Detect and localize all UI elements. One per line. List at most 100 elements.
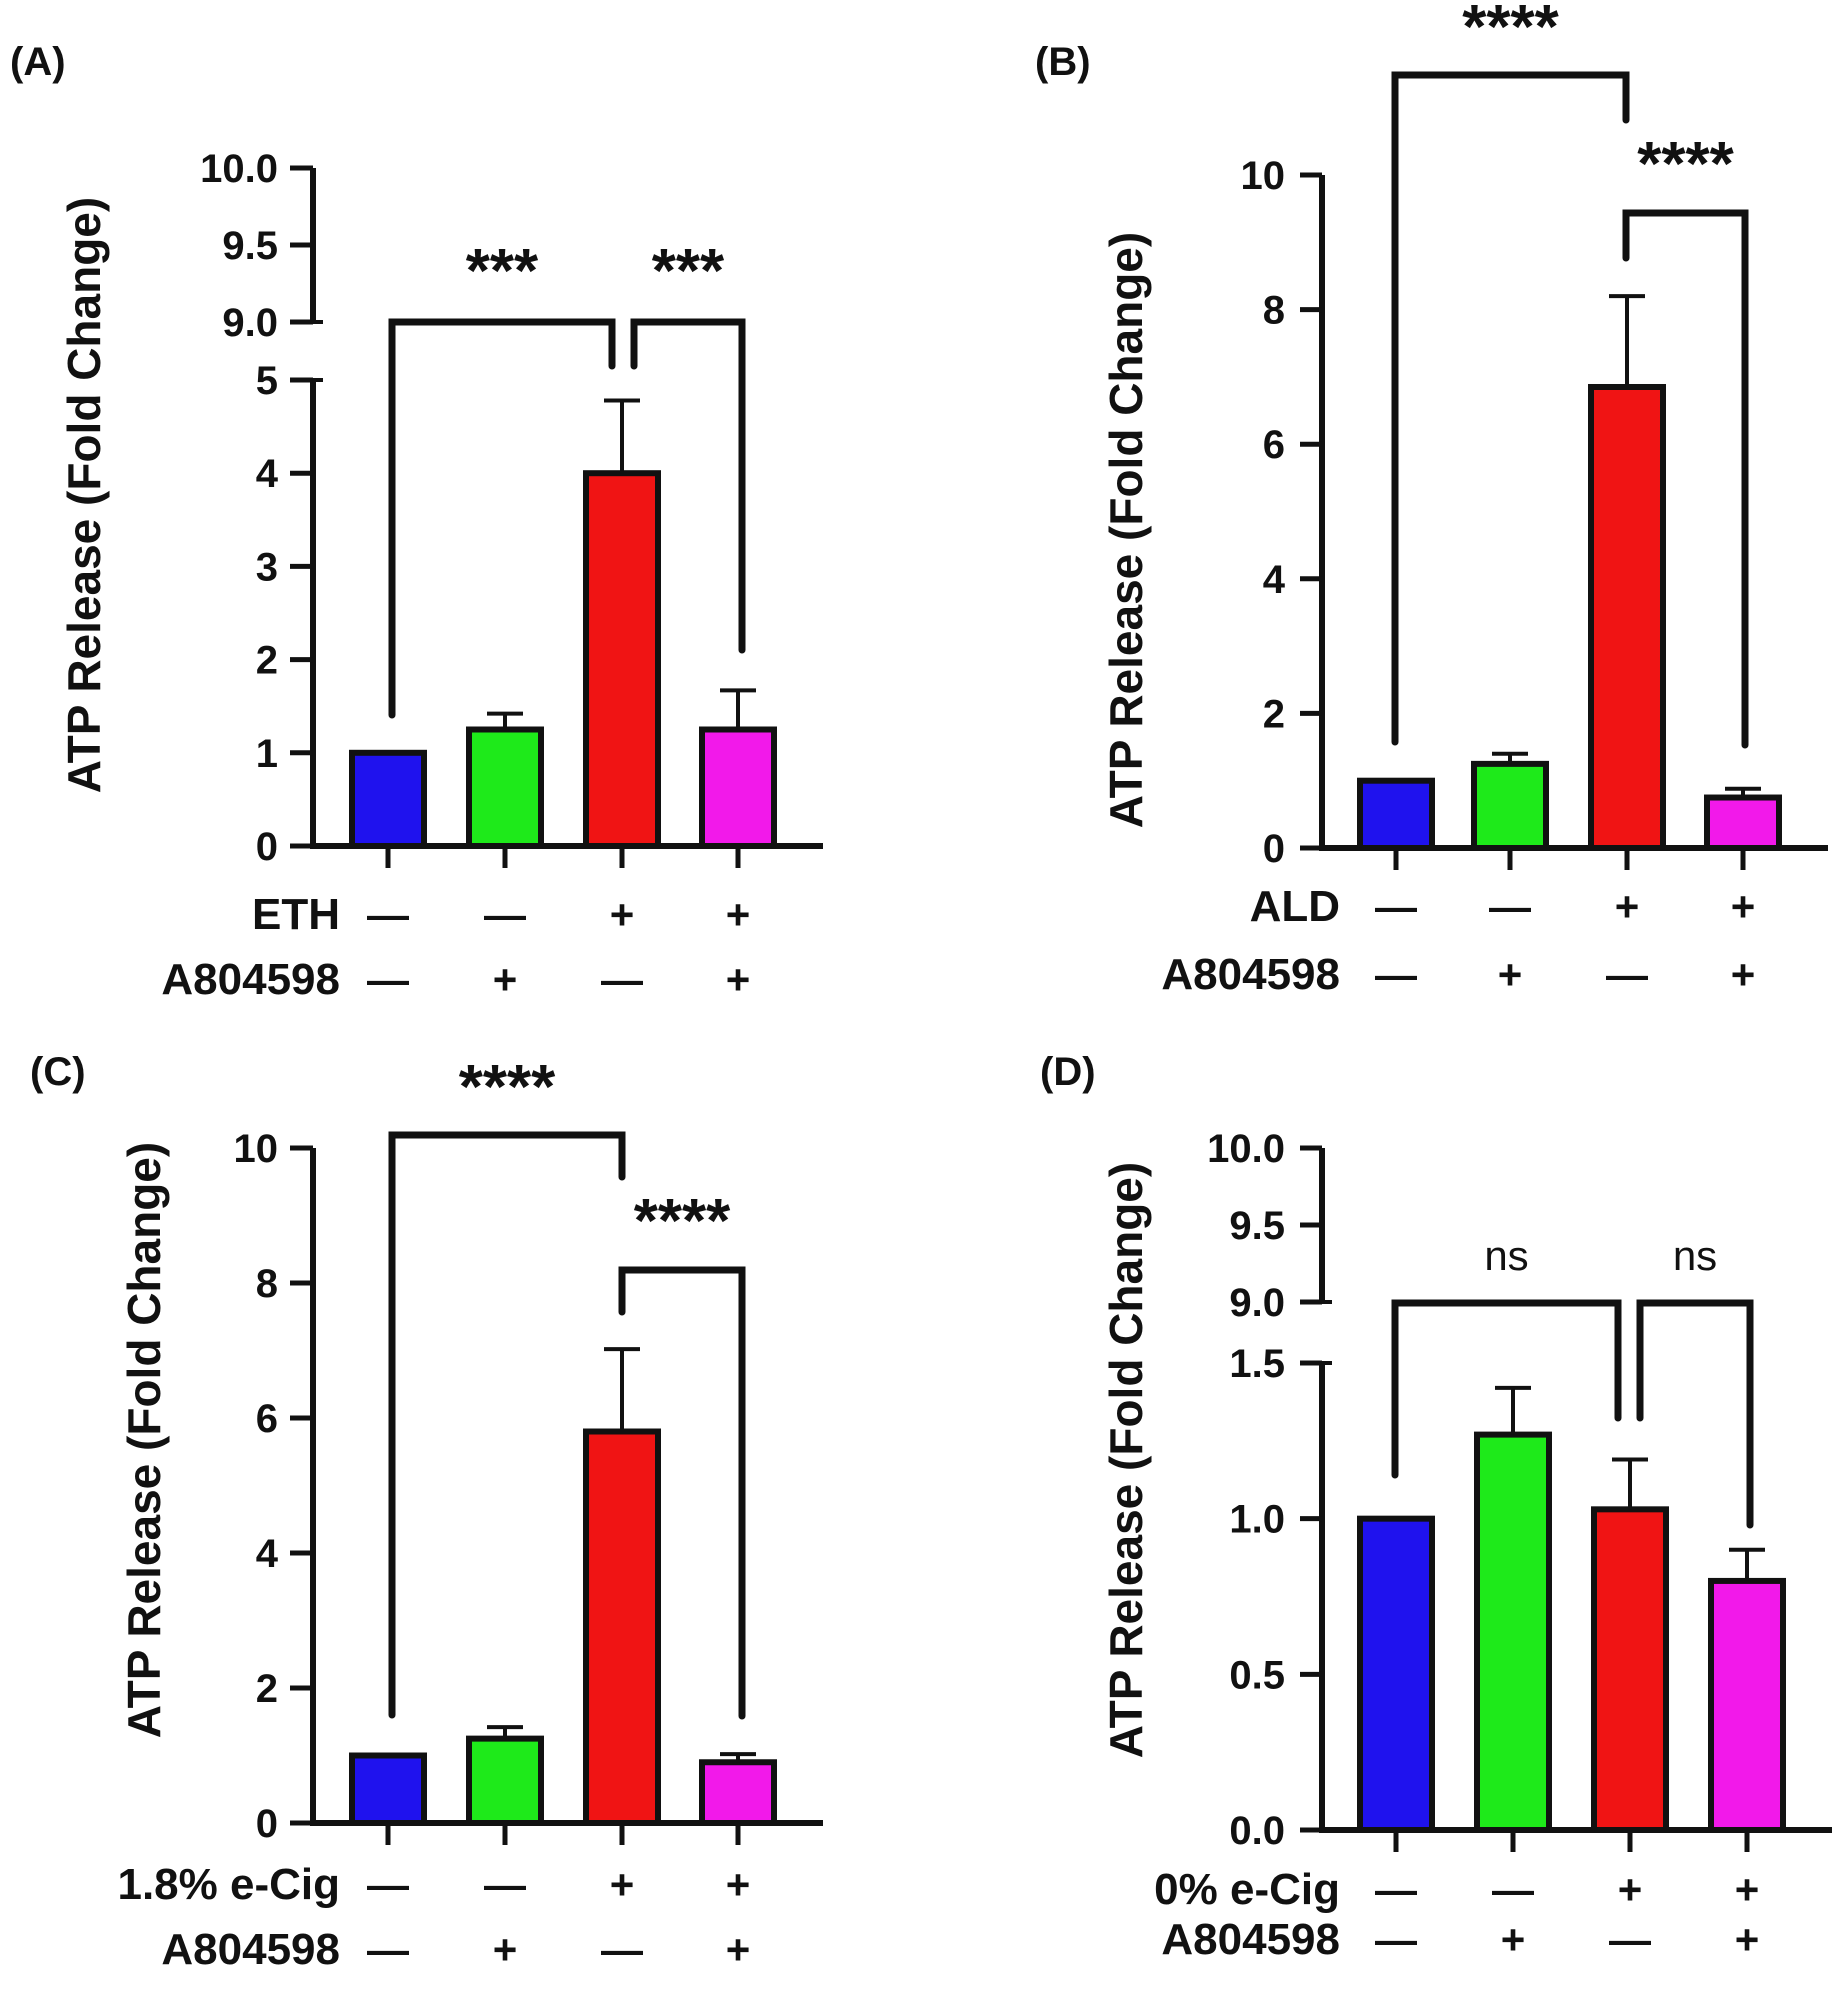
y-tick-label: 0 [256, 825, 278, 869]
bar [1588, 383, 1666, 851]
treatment-sign: — [1375, 951, 1417, 998]
significance-label: *** [652, 237, 725, 306]
bar [349, 749, 427, 849]
treatment-sign: — [367, 891, 409, 938]
y-tick-label: 2 [256, 1667, 278, 1711]
treatment-sign: — [601, 956, 643, 1003]
y-tick-label: 1 [256, 732, 278, 776]
bar [1591, 1506, 1669, 1833]
y-tick-label: 9.5 [222, 224, 278, 268]
significance-bracket [1391, 71, 1630, 746]
bar [699, 1759, 777, 1826]
significance-label: ns [1673, 1232, 1717, 1279]
bar [1357, 777, 1435, 852]
treatment-sign: — [367, 956, 409, 1003]
treatment-sign: + [726, 956, 751, 1003]
treatment-sign: — [1375, 1866, 1417, 1913]
treatment-sign: + [1735, 1866, 1760, 1913]
treatment-label: A804598 [1161, 1915, 1340, 1964]
y-axis-label: ATP Release (Fold Change) [1100, 232, 1152, 828]
significance-label: **** [459, 1053, 556, 1122]
significance-bracket [1391, 1299, 1622, 1479]
significance-label: **** [634, 1187, 731, 1256]
treatment-sign: — [1492, 1866, 1534, 1913]
y-tick-label: 9.0 [222, 301, 278, 345]
treatment-sign: — [367, 1861, 409, 1908]
treatment-label: A804598 [1161, 950, 1340, 999]
treatment-label: A804598 [161, 1925, 340, 1974]
y-tick-label: 6 [1263, 423, 1285, 467]
treatment-sign: — [484, 891, 526, 938]
bar [1708, 1577, 1786, 1834]
treatment-sign: + [726, 1926, 751, 1973]
treatment-sign: + [1498, 951, 1523, 998]
y-tick-label: 8 [256, 1262, 278, 1306]
y-axis-label: ATP Release (Fold Change) [58, 197, 110, 793]
treatment-label: ETH [252, 890, 340, 939]
y-tick-label: 3 [256, 545, 278, 589]
panel-label: (C) [30, 1050, 86, 1094]
bar [466, 726, 544, 849]
bar [466, 1735, 544, 1826]
y-tick-label: 10.0 [1207, 1127, 1285, 1171]
treatment-sign: + [1731, 883, 1756, 930]
y-tick-label: 9.0 [1229, 1281, 1285, 1325]
significance-bracket [618, 1266, 746, 1720]
treatment-sign: — [367, 1926, 409, 1973]
bar [349, 1752, 427, 1826]
treatment-label: 1.8% e-Cig [117, 1860, 340, 1909]
y-tick-label: 2 [1263, 692, 1285, 736]
treatment-sign: + [493, 956, 518, 1003]
bar [1471, 760, 1549, 851]
y-tick-label: 0.0 [1229, 1809, 1285, 1853]
chart-panel-c: (C) ATP Release (Fold Change) 0 2 4 6 8 10 1.8% … [30, 1050, 823, 1974]
bar [583, 1428, 661, 1826]
bar [1474, 1431, 1552, 1834]
y-tick-label: 8 [1263, 289, 1285, 333]
y-tick-label: 10 [1241, 154, 1286, 198]
panel-label: (A) [10, 40, 66, 84]
significance-label: *** [466, 237, 539, 306]
y-tick-label: 1.0 [1229, 1498, 1285, 1542]
treatment-sign: + [1731, 951, 1756, 998]
significance-bracket [630, 318, 746, 654]
treatment-sign: — [1375, 883, 1417, 930]
treatment-sign: + [1735, 1916, 1760, 1963]
y-tick-label: 0 [256, 1802, 278, 1846]
treatment-sign: — [1606, 951, 1648, 998]
y-tick-label: 4 [1263, 558, 1286, 602]
treatment-sign: — [484, 1861, 526, 1908]
treatment-sign: + [1615, 883, 1640, 930]
chart-panel-d: (D) ATP Release (Fold Change) 0.0 0.5 1.0 1.5… [1040, 1050, 1832, 1964]
treatment-label: ALD [1250, 882, 1340, 931]
significance-bracket [1622, 209, 1749, 749]
y-axis-label: ATP Release (Fold Change) [118, 1142, 170, 1738]
significance-label: ns [1484, 1232, 1528, 1279]
treatment-sign: — [1489, 883, 1531, 930]
y-tick-label: 1.5 [1229, 1342, 1285, 1386]
y-tick-label: 10.0 [200, 147, 278, 191]
bar [1357, 1515, 1435, 1833]
y-tick-label: 9.5 [1229, 1204, 1285, 1248]
y-tick-label: 4 [256, 452, 279, 496]
significance-bracket [388, 318, 616, 719]
chart-panel-b: (B) ATP Release (Fold Change) 0 2 4 6 8 10 ALD — —… [1035, 0, 1828, 999]
treatment-sign: + [1501, 1916, 1526, 1963]
y-tick-label: 6 [256, 1397, 278, 1441]
significance-label: **** [1637, 130, 1734, 199]
treatment-sign: — [1609, 1916, 1651, 1963]
bar [583, 470, 661, 849]
bar [1704, 794, 1782, 852]
panel-label: (D) [1040, 1050, 1096, 1094]
y-tick-label: 5 [256, 359, 278, 403]
y-tick-label: 0 [1263, 827, 1285, 871]
panel-label: (B) [1035, 40, 1091, 84]
treatment-sign: — [1375, 1916, 1417, 1963]
treatment-sign: + [610, 1861, 635, 1908]
treatment-label: 0% e-Cig [1154, 1865, 1340, 1914]
y-tick-label: 4 [256, 1532, 279, 1576]
bar [699, 726, 777, 849]
y-tick-label: 0.5 [1229, 1653, 1285, 1697]
treatment-sign: + [493, 1926, 518, 1973]
significance-bracket [388, 1131, 626, 1719]
